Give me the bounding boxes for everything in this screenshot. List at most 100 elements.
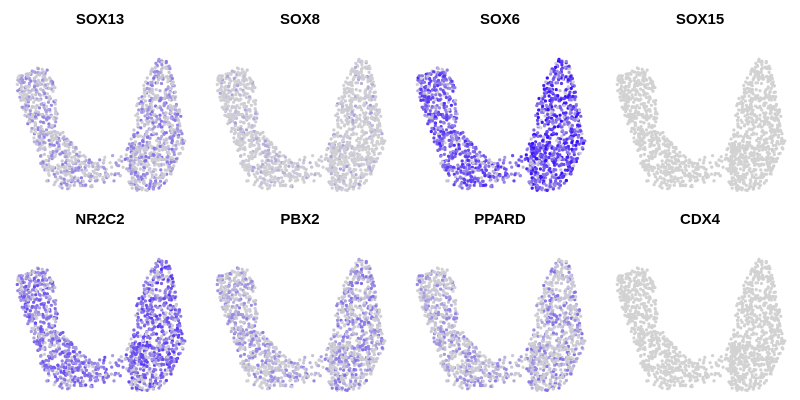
cell-point xyxy=(341,135,345,139)
cell-point xyxy=(462,177,466,181)
cell-point xyxy=(217,74,221,78)
cell-point xyxy=(129,154,133,159)
cell-point xyxy=(567,70,571,74)
cell-point xyxy=(161,148,165,152)
cell-point xyxy=(545,116,550,120)
cell-point xyxy=(284,168,288,172)
cell-point xyxy=(81,161,85,165)
cell-point xyxy=(560,134,564,138)
cell-point xyxy=(38,93,42,97)
cell-point xyxy=(162,162,166,167)
cell-point xyxy=(287,164,291,168)
cell-point xyxy=(539,175,543,179)
cell-point xyxy=(427,119,431,123)
cell-point xyxy=(459,170,463,174)
cell-point xyxy=(167,120,171,125)
cell-point xyxy=(167,70,171,74)
cell-point xyxy=(559,119,564,123)
cell-point xyxy=(362,115,366,119)
cell-point xyxy=(374,147,378,151)
cell-point xyxy=(327,169,331,173)
cell-point xyxy=(542,87,546,91)
cell-point xyxy=(426,74,430,78)
cell-point xyxy=(633,130,638,134)
cell-point xyxy=(457,147,462,151)
cell-point xyxy=(161,157,165,162)
cell-point xyxy=(242,91,247,95)
cell-point xyxy=(152,76,156,80)
cell-point xyxy=(74,145,78,149)
cell-point xyxy=(450,140,454,144)
cell-point xyxy=(54,137,59,141)
cell-point xyxy=(466,158,470,162)
cell-point xyxy=(355,106,360,110)
cell-point xyxy=(541,139,545,143)
cell-point xyxy=(451,137,455,141)
cell-point xyxy=(135,183,139,188)
cell-point xyxy=(245,68,249,72)
cell-point xyxy=(561,148,565,152)
cell-point xyxy=(527,180,531,184)
cell-point xyxy=(348,140,352,144)
cell-point xyxy=(555,138,559,143)
cell-point xyxy=(462,135,466,139)
cell-point xyxy=(684,168,689,172)
cell-point xyxy=(458,139,462,143)
cell-point xyxy=(570,141,574,145)
cell-point xyxy=(437,106,442,110)
cell-point xyxy=(342,163,346,167)
cell-point xyxy=(581,141,586,145)
cell-point xyxy=(432,85,436,89)
cell-point xyxy=(554,173,558,177)
cell-point xyxy=(767,120,771,125)
cell-point xyxy=(380,132,384,136)
cell-point xyxy=(359,125,363,129)
cell-point xyxy=(132,135,136,139)
cell-point xyxy=(250,79,254,83)
cell-point xyxy=(159,119,163,123)
cell-point xyxy=(764,131,768,135)
cell-point xyxy=(47,125,51,129)
cell-point xyxy=(503,155,507,159)
cell-point xyxy=(559,125,563,129)
cell-point xyxy=(524,153,528,157)
cell-point xyxy=(222,94,226,99)
cell-point xyxy=(569,111,573,115)
cell-point xyxy=(170,167,175,171)
cell-point xyxy=(548,184,552,188)
cell-point xyxy=(530,176,534,180)
cell-point xyxy=(43,164,47,168)
cell-point xyxy=(238,134,242,138)
cell-point xyxy=(47,122,51,126)
cell-point xyxy=(164,75,168,79)
cell-point xyxy=(537,159,541,163)
cell-point xyxy=(89,178,93,182)
cell-point xyxy=(464,155,468,159)
cell-point xyxy=(30,93,34,97)
cell-point xyxy=(454,98,458,103)
cell-point xyxy=(422,94,426,99)
cell-point xyxy=(136,134,140,138)
cell-point xyxy=(506,174,510,178)
cell-point xyxy=(369,160,373,164)
cell-point xyxy=(551,187,555,191)
cell-point xyxy=(61,130,65,135)
cell-point xyxy=(252,117,256,121)
cell-point xyxy=(52,172,56,176)
cell-point xyxy=(308,161,312,165)
cell-point xyxy=(147,94,151,98)
cell-point xyxy=(168,106,172,110)
cell-point xyxy=(291,165,295,169)
cell-point xyxy=(164,59,168,64)
cell-point xyxy=(141,144,145,148)
cell-point xyxy=(372,164,376,168)
cell-point xyxy=(172,164,176,168)
cell-point xyxy=(170,123,174,128)
cell-point xyxy=(461,142,465,146)
cell-point xyxy=(130,151,135,155)
cell-point xyxy=(563,91,567,95)
cell-point xyxy=(454,137,459,141)
cell-point xyxy=(489,178,493,182)
cell-point xyxy=(553,65,558,69)
cell-point xyxy=(240,137,244,141)
